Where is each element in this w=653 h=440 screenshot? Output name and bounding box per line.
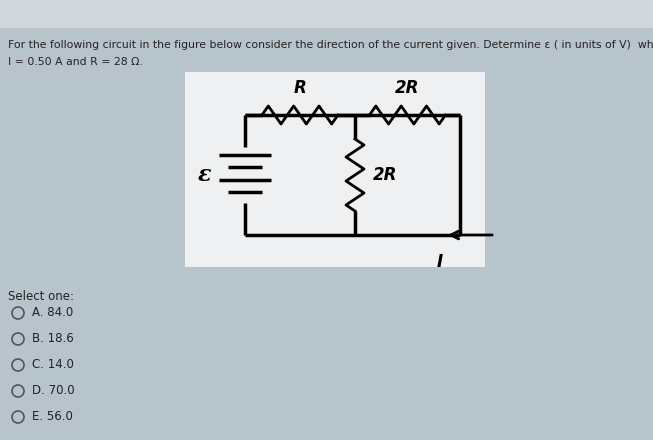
Bar xyxy=(185,72,485,267)
Text: E. 56.0: E. 56.0 xyxy=(32,411,73,423)
Text: 2R: 2R xyxy=(395,79,420,97)
Text: D. 70.0: D. 70.0 xyxy=(32,385,74,397)
Text: C. 14.0: C. 14.0 xyxy=(32,359,74,371)
Text: I: I xyxy=(437,253,443,271)
Bar xyxy=(0,0,653,28)
Text: 2R: 2R xyxy=(373,166,398,184)
Text: ε: ε xyxy=(199,164,212,186)
Text: A. 84.0: A. 84.0 xyxy=(32,307,73,319)
Text: For the following circuit in the figure below consider the direction of the curr: For the following circuit in the figure … xyxy=(8,40,653,50)
Text: B. 18.6: B. 18.6 xyxy=(32,333,74,345)
Text: I = 0.50 A and R = 28 Ω.: I = 0.50 A and R = 28 Ω. xyxy=(8,57,143,67)
Text: R: R xyxy=(294,79,306,97)
Text: Select one:: Select one: xyxy=(8,290,74,303)
